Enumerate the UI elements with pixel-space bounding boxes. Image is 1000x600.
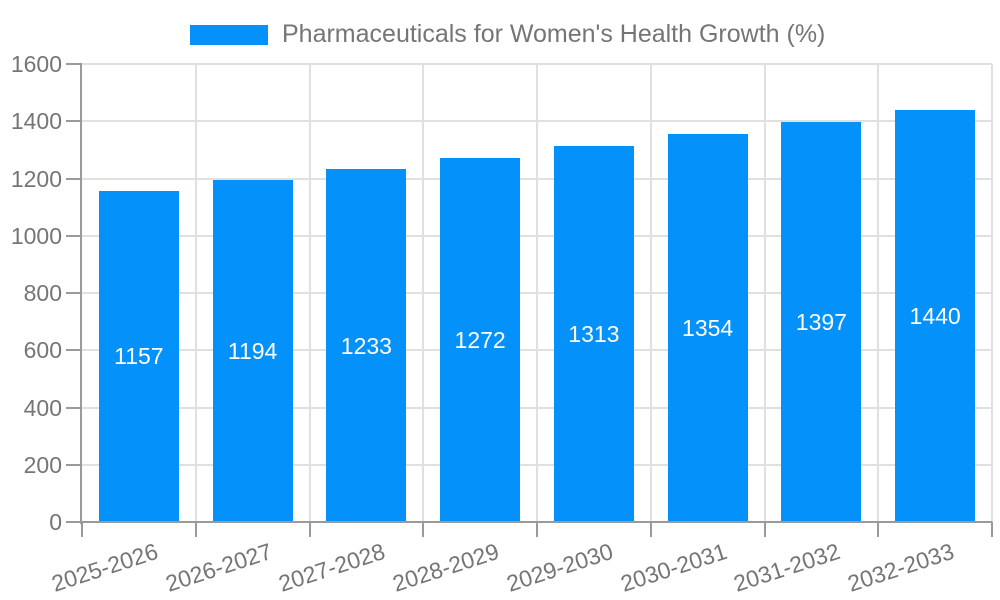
bar — [781, 122, 862, 522]
y-tick-mark — [66, 349, 82, 352]
bar-value-label: 1194 — [227, 338, 278, 365]
y-tick-label: 1400 — [10, 108, 62, 135]
bar-value-label: 1313 — [568, 321, 620, 348]
y-tick-mark — [66, 234, 82, 237]
bar-value-label: 1157 — [114, 343, 164, 370]
bar — [667, 134, 748, 522]
bar — [895, 109, 976, 522]
x-tick-mark — [763, 522, 766, 537]
legend-label: Pharmaceuticals for Women's Health Growt… — [282, 20, 826, 48]
x-tick-label: 2029-2030 — [503, 538, 616, 597]
bar — [98, 190, 179, 522]
y-tick-mark — [66, 463, 82, 466]
x-gridline — [194, 64, 197, 522]
y-axis-line — [80, 64, 82, 524]
bar — [212, 180, 293, 522]
x-gridline — [991, 64, 993, 522]
bar — [553, 146, 634, 522]
y-tick-mark — [66, 120, 82, 123]
y-tick-mark — [66, 521, 82, 523]
x-tick-mark — [308, 522, 311, 537]
x-tick-label: 2031-2032 — [730, 538, 844, 597]
y-tick-label: 200 — [23, 451, 62, 478]
x-tick-mark — [194, 522, 197, 537]
x-tick-label: 2028-2029 — [389, 538, 503, 597]
y-tick-label: 400 — [23, 394, 62, 421]
x-tick-mark — [877, 522, 880, 537]
chart-legend[interactable]: Pharmaceuticals for Women's Health Growt… — [190, 20, 825, 49]
x-gridline — [763, 64, 766, 522]
x-tick-label: 2032-2033 — [844, 538, 958, 597]
bar-value-label: 1233 — [340, 332, 392, 359]
x-gridline — [649, 64, 652, 522]
bar — [440, 157, 521, 522]
y-tick-label: 0 — [49, 509, 62, 535]
y-tick-label: 600 — [23, 337, 62, 364]
x-gridline — [308, 64, 311, 522]
x-axis-line — [80, 521, 992, 523]
bar-value-label: 1272 — [454, 326, 506, 353]
x-tick-mark — [991, 522, 993, 537]
x-tick-label: 2026-2027 — [162, 538, 275, 597]
legend-swatch-icon — [190, 24, 268, 45]
x-tick-label: 2025-2026 — [48, 538, 161, 597]
bar-value-label: 1354 — [682, 315, 734, 342]
x-tick-mark — [649, 522, 652, 537]
x-tick-label: 2030-2031 — [617, 538, 730, 597]
bar — [326, 169, 407, 522]
y-tick-mark — [66, 177, 82, 180]
y-tick-label: 1600 — [10, 51, 62, 77]
y-tick-label: 1000 — [10, 222, 62, 249]
y-tick-mark — [66, 292, 82, 294]
bar-value-label: 1397 — [795, 309, 847, 336]
x-gridline — [877, 64, 880, 522]
x-tick-mark — [81, 522, 83, 537]
y-tick-mark — [66, 63, 82, 65]
bar-value-label: 1440 — [909, 302, 961, 329]
y-tick-label: 1200 — [10, 165, 62, 192]
x-tick-mark — [536, 522, 538, 537]
x-gridline — [536, 64, 538, 522]
y-tick-label: 800 — [23, 280, 62, 306]
plot-area: 0 200 400 600 800 1000 1200 1400 1600 1157 2025-20… — [11, 51, 993, 597]
x-gridline — [422, 64, 425, 522]
x-tick-label: 2027-2028 — [275, 538, 389, 597]
y-tick-mark — [66, 406, 82, 409]
x-tick-mark — [422, 522, 425, 537]
